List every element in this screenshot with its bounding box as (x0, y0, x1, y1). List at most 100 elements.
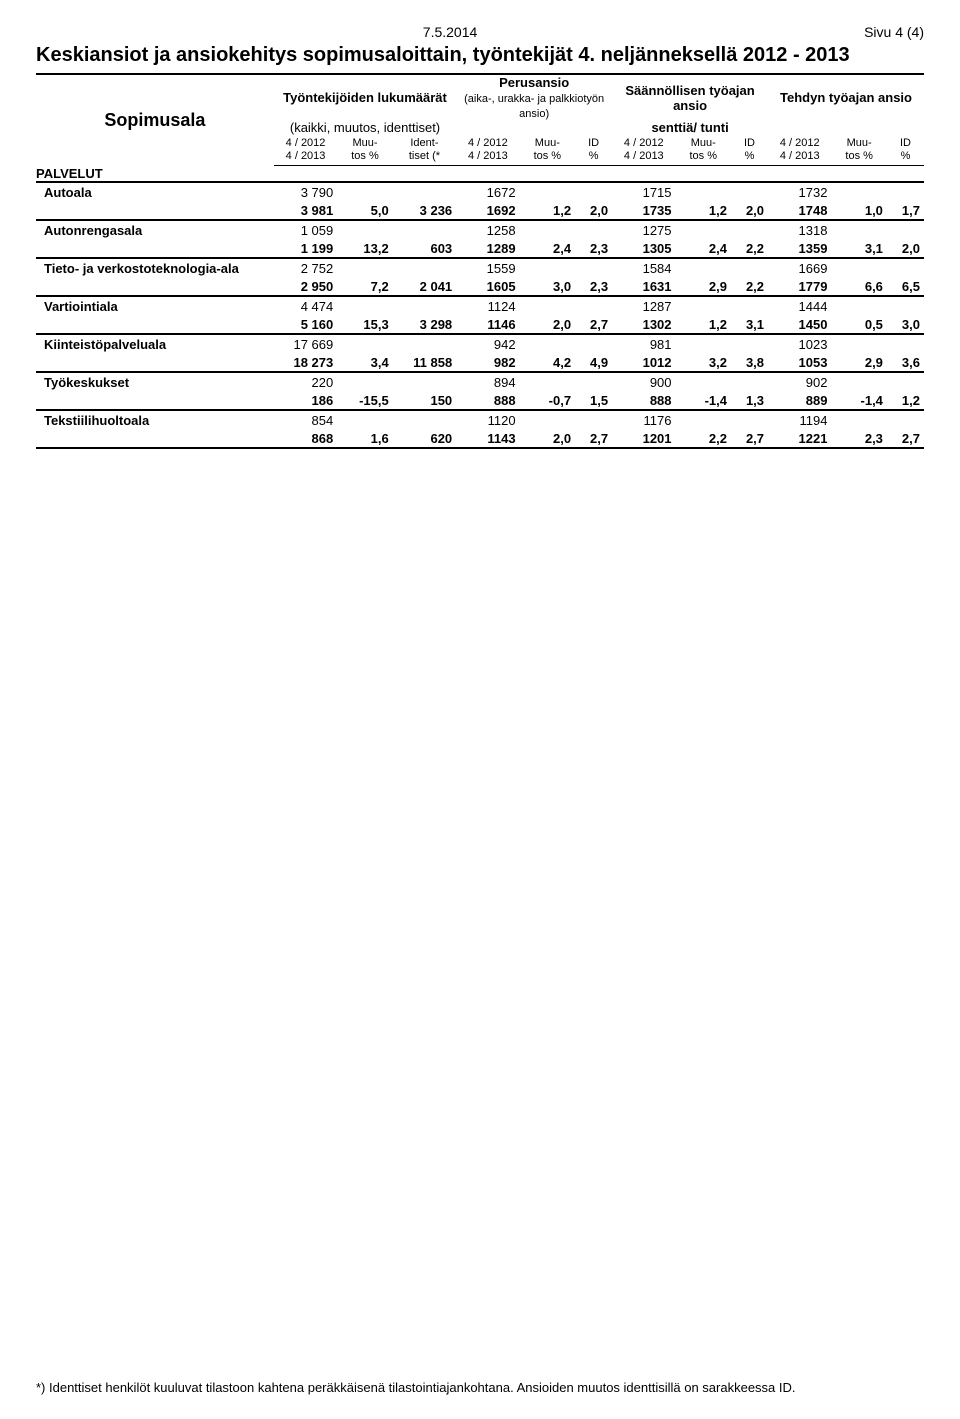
cell: 2 752 (274, 258, 337, 277)
cell: 1176 (612, 410, 675, 429)
table-body: Autoala3 7901672171517323 9815,03 236169… (36, 182, 924, 448)
cell: 1444 (768, 296, 831, 315)
cell: 2,0 (520, 315, 575, 334)
cell (887, 410, 924, 429)
cell (520, 182, 575, 201)
table-row: 2 9507,22 04116053,02,316312,92,217796,6… (36, 277, 924, 296)
table-row: Työkeskukset220894900902 (36, 372, 924, 391)
cell (520, 334, 575, 353)
cell: 942 (456, 334, 519, 353)
cell: 1559 (456, 258, 519, 277)
cell: 1 199 (274, 239, 337, 258)
cell: 220 (274, 372, 337, 391)
row-label: Autonrengasala (36, 220, 274, 239)
group-header-basic-main: Perusansio (499, 75, 569, 90)
cell (676, 220, 731, 239)
cell: 854 (274, 410, 337, 429)
cell: 13,2 (337, 239, 392, 258)
table-row: 5 16015,33 29811462,02,713021,23,114500,… (36, 315, 924, 334)
cell: 1672 (456, 182, 519, 201)
cell: 2,0 (520, 429, 575, 448)
cell (676, 258, 731, 277)
cell (393, 220, 456, 239)
cell (393, 182, 456, 201)
cell (676, 182, 731, 201)
cell: 2,9 (831, 353, 886, 372)
cell: 1,5 (575, 391, 612, 410)
table-row: Autoala3 790167217151732 (36, 182, 924, 201)
cell: -0,7 (520, 391, 575, 410)
cell: 1,2 (676, 201, 731, 220)
cell: 186 (274, 391, 337, 410)
row-label (36, 239, 274, 258)
cell (831, 258, 886, 277)
cell: 1023 (768, 334, 831, 353)
row-label (36, 201, 274, 220)
cell: 2,7 (575, 429, 612, 448)
row-label: Tekstiilihuoltoala (36, 410, 274, 429)
cell: 3 298 (393, 315, 456, 334)
cell: 1221 (768, 429, 831, 448)
cell: 1,6 (337, 429, 392, 448)
cell (887, 296, 924, 315)
table-row: 8681,662011432,02,712012,22,712212,32,7 (36, 429, 924, 448)
cell: 2,7 (887, 429, 924, 448)
cell: 900 (612, 372, 675, 391)
top-line: 7.5.2014 Sivu 4 (4) (36, 24, 924, 40)
row-label (36, 391, 274, 410)
cell (731, 410, 768, 429)
cell (520, 258, 575, 277)
cell: 3,8 (731, 353, 768, 372)
cell (831, 372, 886, 391)
cell (731, 372, 768, 391)
cell (831, 182, 886, 201)
cell: 18 273 (274, 353, 337, 372)
report-table: Sopimusala Työntekijöiden lukumäärät Per… (36, 73, 924, 449)
row-label (36, 429, 274, 448)
cell: 2,4 (520, 239, 575, 258)
table-row: 186-15,5150888-0,71,5888-1,41,3889-1,41,… (36, 391, 924, 410)
cell: 3,4 (337, 353, 392, 372)
cell (520, 220, 575, 239)
row-label (36, 353, 274, 372)
group-header-basic-sub: (aika-, urakka- ja palkkiotyön ansio) (464, 93, 604, 120)
cell (575, 258, 612, 277)
cell: 1146 (456, 315, 519, 334)
col-period: 4 / 2012 4 / 2013 (274, 135, 337, 166)
cell: 5,0 (337, 201, 392, 220)
cell: 1,3 (731, 391, 768, 410)
cell: 4,2 (520, 353, 575, 372)
cell: 1692 (456, 201, 519, 220)
group-header-employees: Työntekijöiden lukumäärät (274, 74, 456, 120)
cell: 1,2 (520, 201, 575, 220)
cell: 2,3 (831, 429, 886, 448)
cell: 1053 (768, 353, 831, 372)
cell: 888 (612, 391, 675, 410)
cell (337, 334, 392, 353)
cell: 1120 (456, 410, 519, 429)
row-label (36, 315, 274, 334)
cell: 2,0 (887, 239, 924, 258)
cell: 1201 (612, 429, 675, 448)
cell: 3,0 (887, 315, 924, 334)
cell: 3,1 (831, 239, 886, 258)
cell (731, 296, 768, 315)
cell (731, 258, 768, 277)
cell: 2,4 (676, 239, 731, 258)
cell: 2,9 (676, 277, 731, 296)
cell (887, 182, 924, 201)
col-id: ID % (731, 135, 768, 166)
cell (520, 296, 575, 315)
cell (731, 334, 768, 353)
cell: 3,0 (520, 277, 575, 296)
cell: 2,3 (575, 239, 612, 258)
table-row: 1 19913,260312892,42,313052,42,213593,12… (36, 239, 924, 258)
cell: 1,7 (887, 201, 924, 220)
col-change: Muu- tos % (676, 135, 731, 166)
cell: 1124 (456, 296, 519, 315)
page-indicator: Sivu 4 (4) (864, 24, 924, 40)
cell: 1779 (768, 277, 831, 296)
cell (337, 220, 392, 239)
cell (731, 182, 768, 201)
cell (887, 220, 924, 239)
